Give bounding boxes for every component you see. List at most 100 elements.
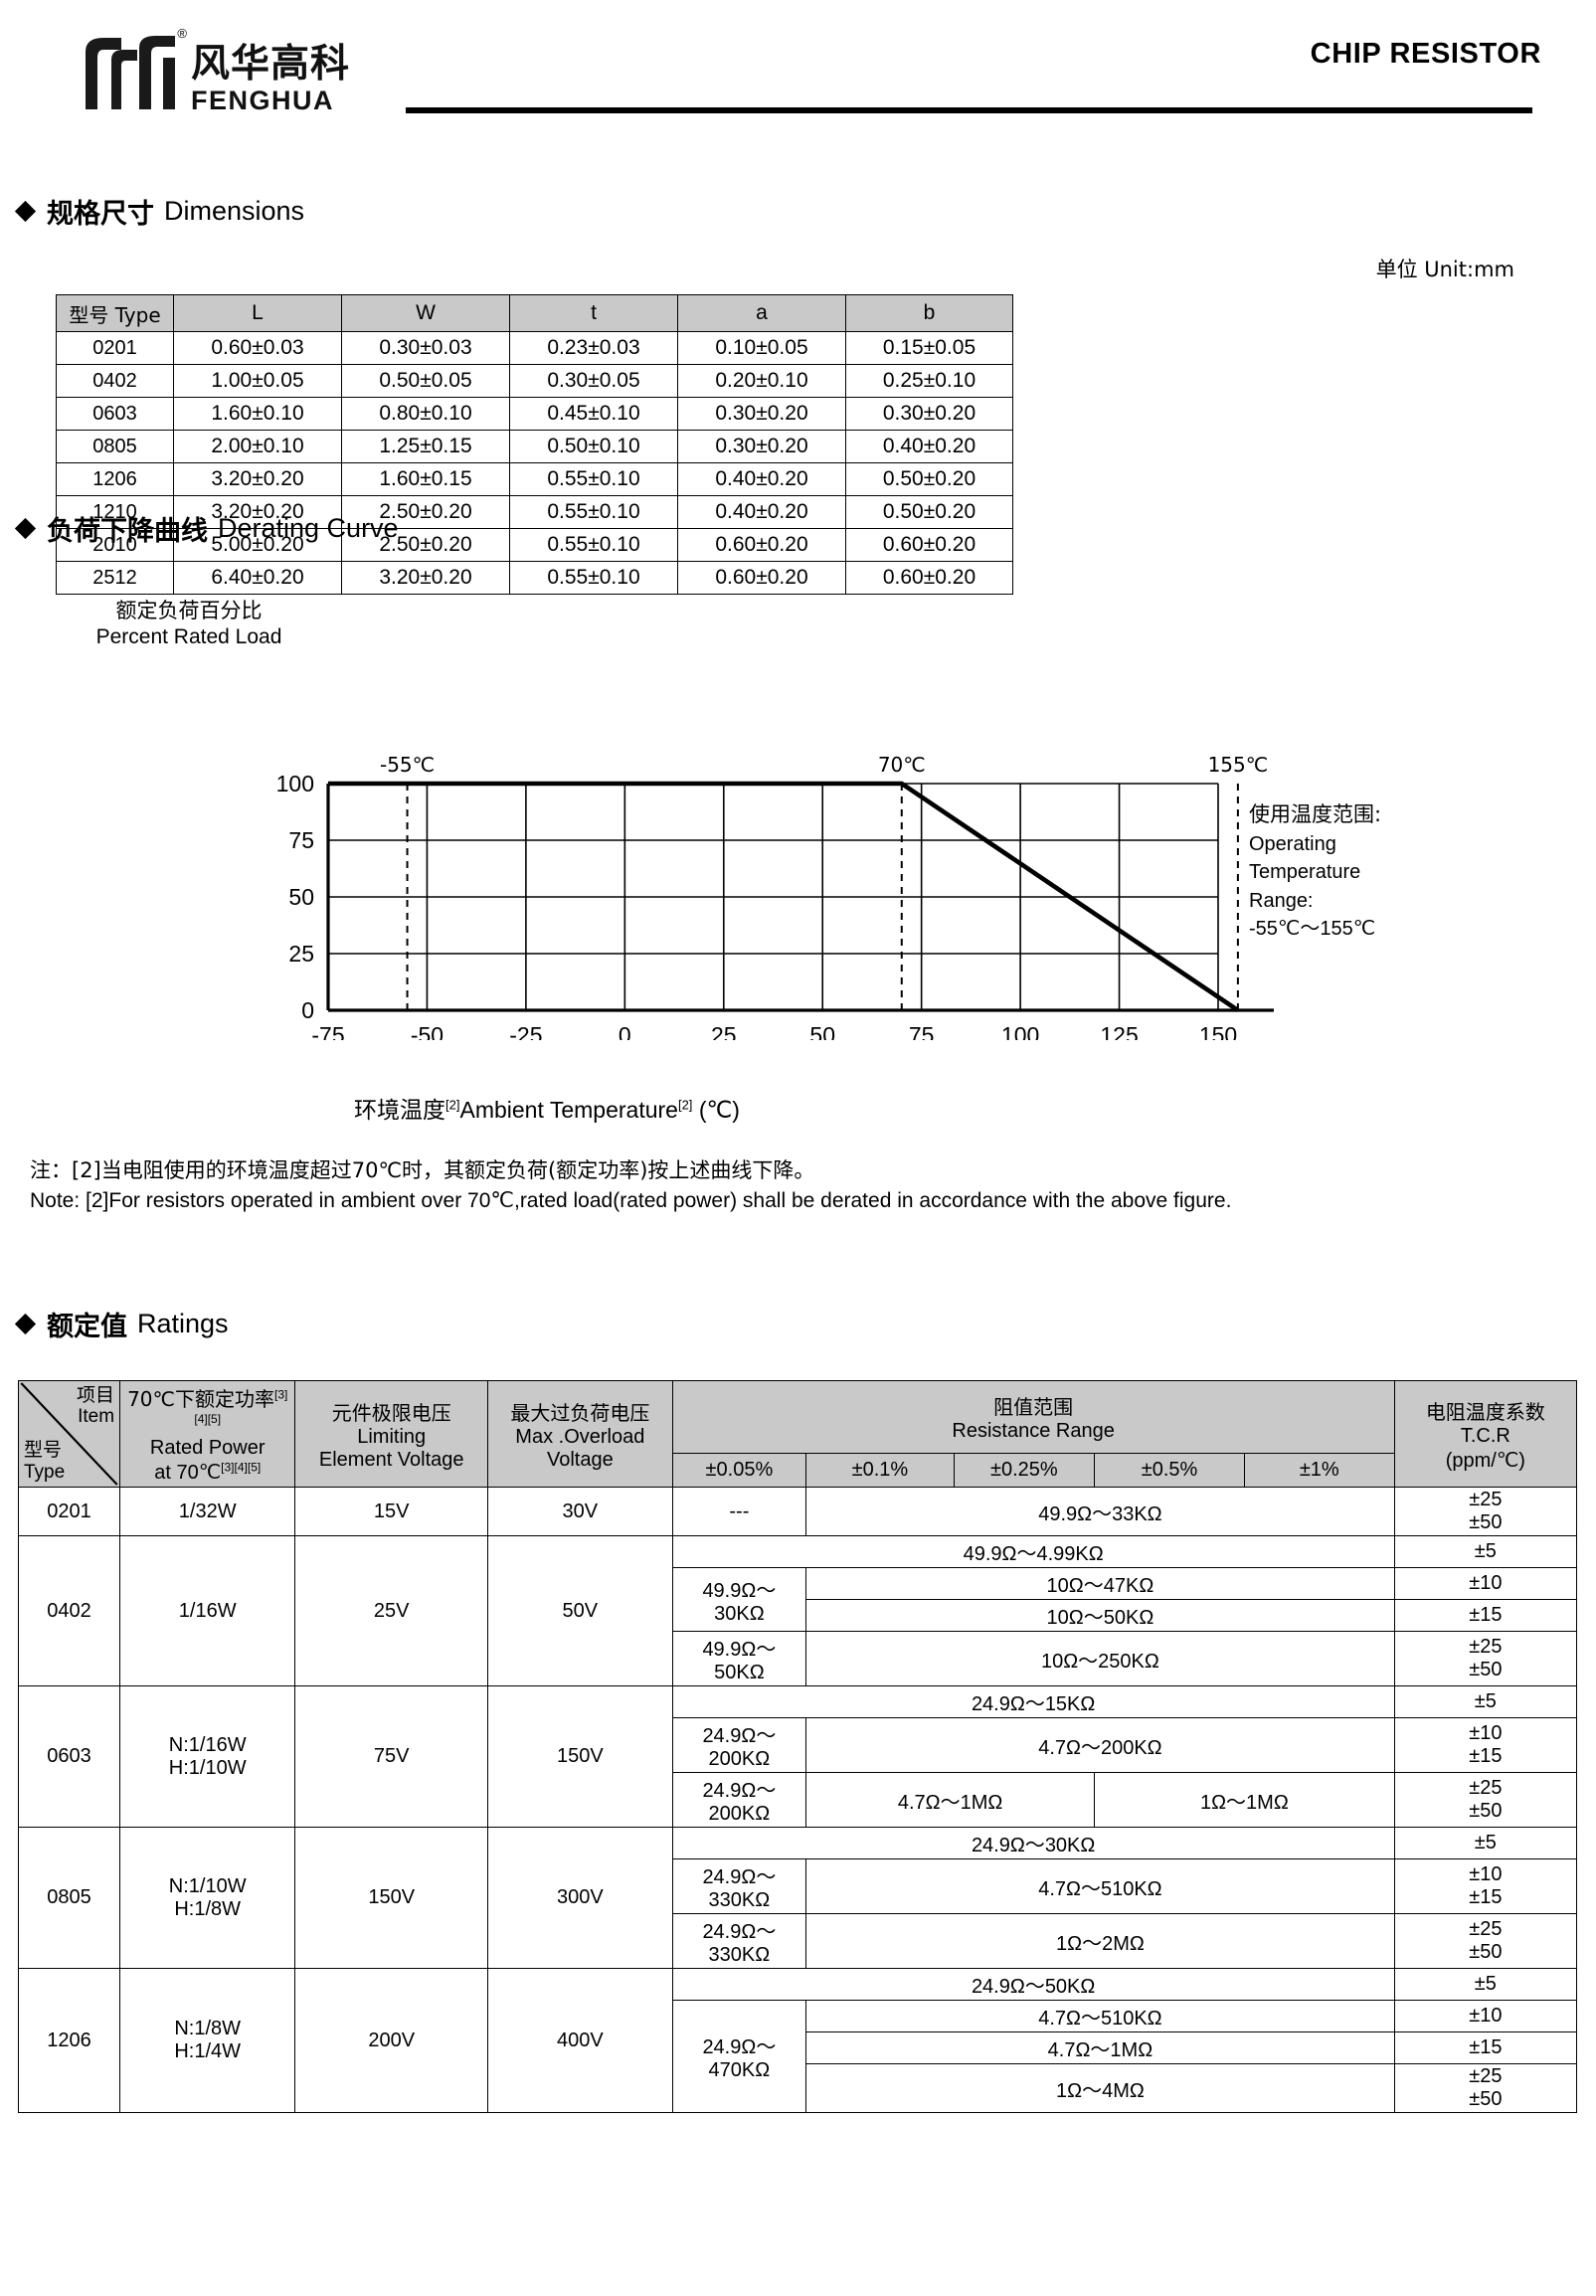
- dim-cell-a: 0.40±0.20: [677, 462, 846, 496]
- table-row: 24.9Ω～ 330KΩ 4.7Ω～510KΩ ±10 ±15: [19, 1858, 1578, 1914]
- ratings-cell-range-005: 24.9Ω～ 200KΩ: [671, 1717, 807, 1773]
- dim-cell-L: 3.20±0.20: [173, 462, 342, 496]
- section-derating-cn: 负荷下降曲线: [47, 516, 208, 547]
- table-row: 10Ω～50KΩ ±15: [19, 1599, 1578, 1632]
- dim-cell-t: 0.55±0.10: [509, 561, 678, 595]
- dim-cell-type: 0805: [56, 430, 174, 463]
- dim-cell-b: 0.15±0.05: [845, 331, 1013, 365]
- dim-cell-a: 0.40±0.20: [677, 495, 846, 529]
- unit-note: 单位 Unit:mm: [1375, 258, 1514, 281]
- chart-x-tick-label: -25: [509, 1022, 542, 1040]
- ratings-cell-power: 1/16W: [119, 1535, 296, 1686]
- dim-cell-b: 0.50±0.20: [845, 495, 1013, 529]
- table-row: 0402 1/16W 25V 50V 49.9Ω～4.99KΩ ±5: [17, 1535, 1578, 1686]
- ratings-cell-power: 1/32W: [119, 1487, 296, 1536]
- ratings-cell-range-005: ---: [671, 1487, 807, 1536]
- dim-cell-type: 2010: [56, 528, 174, 562]
- op-temp-title-cn: 使用温度范围:: [1249, 802, 1382, 826]
- ratings-tol-1: ±1%: [1243, 1452, 1395, 1489]
- x-axis-sup-en: [2]: [677, 1097, 693, 1113]
- dim-cell-a: 0.30±0.20: [677, 430, 846, 463]
- ratings-cell-tcr: ±10 ±15: [1393, 1717, 1578, 1773]
- dim-cell-W: 1.60±0.15: [341, 462, 510, 496]
- chart-y-tick-label: 0: [301, 997, 314, 1023]
- dim-cell-a: 0.10±0.05: [677, 331, 846, 365]
- dim-cell-L: 0.60±0.03: [173, 331, 342, 365]
- ratings-cell-range-right: 1Ω～1MΩ: [1094, 1772, 1395, 1828]
- ratings-cell-tcr: ±15: [1393, 1599, 1578, 1632]
- ratings-cell-tcr: ±25 ±50: [1393, 1913, 1578, 1969]
- ratings-corner-cell: 项目 Item 型号 Type: [17, 1380, 121, 1488]
- section-ratings-cn: 额定值: [47, 1312, 127, 1342]
- ratings-col-resistance-range: 阻值范围 Resistance Range: [671, 1380, 1395, 1454]
- ratings-cell-overload: 50V: [487, 1535, 673, 1686]
- ratings-col-overload-voltage: 最大过负荷电压 Max .Overload Voltage: [487, 1380, 673, 1488]
- ratings-cell-limiting: 15V: [294, 1487, 489, 1536]
- dim-cell-b: 0.60±0.20: [845, 528, 1013, 562]
- x-axis-sup-cn: [2]: [445, 1097, 460, 1113]
- ratings-cell-range-full: 24.9Ω～50KΩ: [671, 1968, 1395, 2001]
- table-row: 1206 N:1/8W H:1/4W 200V 400V 24.9Ω～50KΩ ±5: [17, 1968, 1578, 2113]
- dim-cell-L: 5.00±0.20: [173, 528, 342, 562]
- dim-col-l: L: [173, 294, 342, 332]
- chart-x-axis-label: 环境温度[2]Ambient Temperature[2] (℃): [0, 1091, 1094, 1125]
- table-row: 1Ω～4MΩ ±25 ±50: [19, 2063, 1578, 2113]
- dim-cell-t: 0.50±0.10: [509, 430, 678, 463]
- chart-y-tick-label: 25: [288, 941, 314, 967]
- ratings-cell-range-rest: 10Ω～250KΩ: [805, 1631, 1395, 1686]
- chart-x-tick-label: 150: [1199, 1022, 1237, 1040]
- table-row: 49.9Ω～ 50KΩ 10Ω～250KΩ ±25 ±50: [19, 1631, 1578, 1686]
- section-heading-derating: 负荷下降曲线 Derating Curve: [14, 509, 399, 548]
- registered-trademark-icon: ®: [177, 26, 187, 41]
- chart-x-tick-label: 50: [809, 1022, 835, 1040]
- dim-cell-L: 1.00±0.05: [173, 364, 342, 398]
- op-temp-line3: Range:: [1249, 889, 1314, 912]
- table-row: 0402 1.00±0.05 0.50±0.05 0.30±0.05 0.20±0.10…: [56, 364, 1013, 398]
- dim-cell-b: 0.30±0.20: [845, 397, 1013, 431]
- ratings-cell-tcr: ±25 ±50: [1393, 1772, 1578, 1828]
- diamond-bullet-icon: [14, 517, 37, 540]
- ratings-cell-tcr: ±10 ±15: [1393, 1858, 1578, 1914]
- dim-cell-t: 0.30±0.05: [509, 364, 678, 398]
- ratings-cell-power: N:1/10W H:1/8W: [119, 1827, 296, 1969]
- chart-marker-label: -55℃: [380, 753, 435, 777]
- dimensions-table: 型号 Type L W t a b 0201 0.60±0.03 0.30±0.03…: [56, 294, 1013, 595]
- ratings-cell-overload: 150V: [487, 1685, 673, 1828]
- ratings-cell-range-rest: 4.7Ω～200KΩ: [805, 1717, 1395, 1773]
- ratings-cell-tcr: ±5: [1393, 1685, 1578, 1718]
- ratings-cell-tcr: ±15: [1393, 2031, 1578, 2064]
- table-row: 0201 1/32W 15V 30V --- 49.9Ω～33KΩ ±25 ±50: [17, 1487, 1578, 1536]
- chart-x-tick-label: -75: [311, 1022, 344, 1040]
- dim-cell-L: 2.00±0.10: [173, 430, 342, 463]
- table-row: 2512 6.40±0.20 3.20±0.20 0.55±0.10 0.60±0.20…: [56, 561, 1013, 595]
- dim-cell-W: 2.50±0.20: [341, 528, 510, 562]
- header-divider: [406, 107, 1532, 113]
- dim-cell-L: 1.60±0.10: [173, 397, 342, 431]
- ratings-cell-range-rest: 49.9Ω～33KΩ: [805, 1487, 1395, 1536]
- ratings-tol-025: ±0.25%: [953, 1452, 1096, 1489]
- table-row: 0603 1.60±0.10 0.80±0.10 0.45±0.10 0.30±0.20…: [56, 397, 1013, 431]
- dim-col-t: t: [509, 294, 678, 332]
- chart-derating-line: [328, 781, 1240, 1012]
- ratings-cell-tcr: ±5: [1393, 1968, 1578, 2001]
- chart-y-tick-label: 100: [276, 771, 314, 796]
- section-ratings-en: Ratings: [137, 1309, 229, 1338]
- page-header: ® 风华高科 FENGHUA CHIP RESISTOR: [0, 0, 1596, 117]
- dim-cell-type: 0201: [56, 331, 174, 365]
- ratings-cell-limiting: 75V: [294, 1685, 489, 1828]
- x-axis-unit: (℃): [698, 1097, 740, 1123]
- ratings-cell-power: N:1/16W H:1/10W: [119, 1685, 296, 1828]
- ratings-cell-range-rest: 4.7Ω～510KΩ: [805, 2000, 1395, 2032]
- dim-cell-a: 0.60±0.20: [677, 561, 846, 595]
- dim-col-a: a: [677, 294, 846, 332]
- table-row: 1210 3.20±0.20 2.50±0.20 0.55±0.10 0.40±0.20…: [56, 495, 1013, 529]
- ratings-header-row-2: ±0.05% ±0.1% ±0.25% ±0.5% ±1%: [19, 1452, 1577, 1489]
- ratings-cell-range-rest: 4.7Ω～510KΩ: [805, 1858, 1395, 1914]
- dim-cell-type: 0603: [56, 397, 174, 431]
- ratings-cell-type: 0201: [17, 1487, 121, 1536]
- dim-cell-W: 1.25±0.15: [341, 430, 510, 463]
- ratings-cell-range-rest: 4.7Ω～1MΩ: [805, 2031, 1395, 2064]
- ratings-cell-range-full: 24.9Ω～15KΩ: [671, 1685, 1395, 1718]
- x-axis-label-en: Ambient Temperature: [459, 1097, 678, 1123]
- page-title: CHIP RESISTOR: [1310, 38, 1541, 70]
